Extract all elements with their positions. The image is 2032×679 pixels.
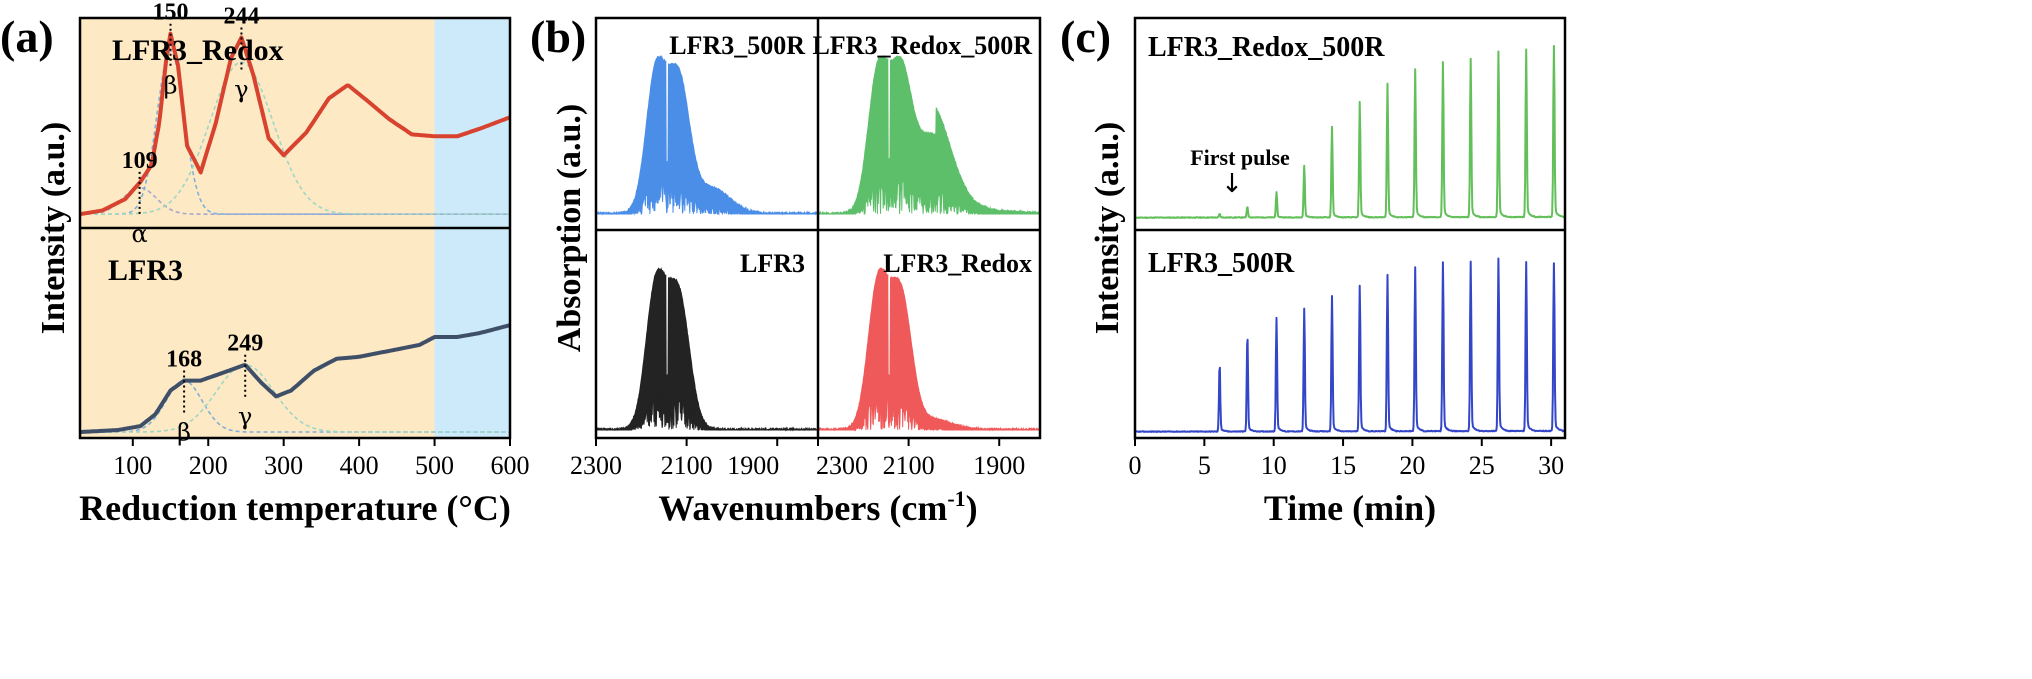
panel-b-spectra: [595, 54, 1040, 432]
x-tick-label: 2300: [570, 451, 622, 480]
panel-b-label: (b): [530, 11, 586, 62]
panel-c: (c) Intensity (a.u.) LFR3_Redox_500R LFR…: [1060, 11, 1567, 528]
panel-b-xlabel: Wavenumbers (cm-1): [658, 486, 977, 528]
panel-c-x-ticks: 0 5 10 15 20 25 30: [1129, 438, 1564, 480]
spectrum-name-lfr3-redox-500r: LFR3_Redox_500R: [812, 31, 1032, 60]
subplot-name-lfr3-redox: LFR3_Redox: [112, 34, 284, 67]
x-tick-label: 0: [1129, 451, 1142, 480]
panel-a: (a) Intensity (a.u.) 109 α 150 β 244 γ 168 β 249…: [0, 0, 530, 528]
peak-label: 168: [166, 347, 202, 373]
subplot-name-lfr3-redox-500r: LFR3_Redox_500R: [1148, 32, 1385, 63]
subplot-name-lfr3-500r: LFR3_500R: [1148, 248, 1295, 279]
peak-greek: γ: [238, 403, 252, 431]
x-tick-label: 30: [1538, 451, 1564, 480]
panel-a-ylabel: Intensity (a.u.): [35, 122, 72, 335]
first-pulse-annotation: First pulse: [1190, 145, 1290, 170]
peak-label: 109: [122, 148, 158, 174]
ir-spectrum-0: [595, 55, 818, 216]
peak-label: 150: [153, 0, 189, 26]
panel-b: (b) Absorption (a.u.) LFR3_500R LFR3_Red…: [530, 11, 1042, 528]
x-tick-label: 20: [1399, 451, 1425, 480]
panel-a-xlabel: Reduction temperature (°C): [79, 488, 511, 528]
fit-curve-0-2: [80, 61, 510, 215]
svg-text:Absorption (a.u.): Absorption (a.u.): [551, 104, 588, 352]
x-tick-label: 1900: [727, 451, 779, 480]
panel-c-curves: [1134, 44, 1566, 433]
peak-greek: β: [164, 72, 178, 100]
fit-curve-1-1: [80, 363, 510, 433]
first-pulse-arrow: ↓: [1221, 169, 1243, 199]
panel-b-ylabel: Absorption (a.u.): [551, 104, 588, 352]
x-tick-label: 1900: [973, 451, 1025, 480]
spectrum-name-lfr3: LFR3: [740, 249, 805, 278]
x-tick-label: 2300: [816, 451, 868, 480]
x-tick-label: 100: [113, 451, 152, 480]
x-tick-label: 25: [1469, 451, 1495, 480]
pulse-trace-1: [1134, 257, 1566, 433]
panel-a-curves: 109 α 150 β 244 γ 168 β 249 γ: [79, 0, 511, 447]
panel-b-x-ticks: 2300 2100 1900 2300 2100 1900: [570, 438, 1025, 480]
panel-c-frame: [1133, 16, 1567, 440]
peak-greek: α: [131, 220, 147, 248]
panel-c-xlabel: Time (min): [1264, 488, 1436, 528]
tpr-curve-0: [79, 31, 511, 217]
spectrum-name-lfr3-redox: LFR3_Redox: [883, 249, 1032, 278]
tpr-curve-1: [79, 323, 511, 434]
x-tick-label: 2100: [661, 451, 713, 480]
x-tick-label: 600: [491, 451, 530, 480]
peak-greek: β: [177, 419, 191, 447]
pulse-trace-0: [1134, 44, 1566, 219]
peak-greek: γ: [234, 76, 248, 104]
svg-text:Intensity (a.u.): Intensity (a.u.): [1089, 122, 1126, 335]
x-tick-label: 15: [1330, 451, 1356, 480]
panel-a-label: (a): [0, 11, 54, 62]
ir-spectrum-3: [817, 267, 1040, 432]
x-tick-label: 10: [1261, 451, 1287, 480]
svg-text:Intensity (a.u.): Intensity (a.u.): [35, 122, 72, 335]
panel-a-x-ticks: 100 200 300 400 500 600: [113, 438, 530, 480]
x-tick-label: 200: [189, 451, 228, 480]
x-tick-label: 300: [264, 451, 303, 480]
fit-curve-1-0: [80, 379, 510, 433]
panel-c-ylabel: Intensity (a.u.): [1089, 122, 1126, 335]
subplot-name-lfr3: LFR3: [108, 254, 183, 287]
x-tick-label: 500: [415, 451, 454, 480]
panel-c-label: (c): [1060, 11, 1111, 62]
x-tick-label: 5: [1198, 451, 1211, 480]
ir-spectrum-1: [817, 54, 1040, 216]
peak-label: 244: [223, 4, 259, 30]
ir-spectrum-2: [595, 267, 818, 432]
spectrum-name-lfr3-500r: LFR3_500R: [669, 31, 805, 60]
x-tick-label: 2100: [883, 451, 935, 480]
x-tick-label: 400: [340, 451, 379, 480]
peak-label: 249: [227, 331, 263, 357]
